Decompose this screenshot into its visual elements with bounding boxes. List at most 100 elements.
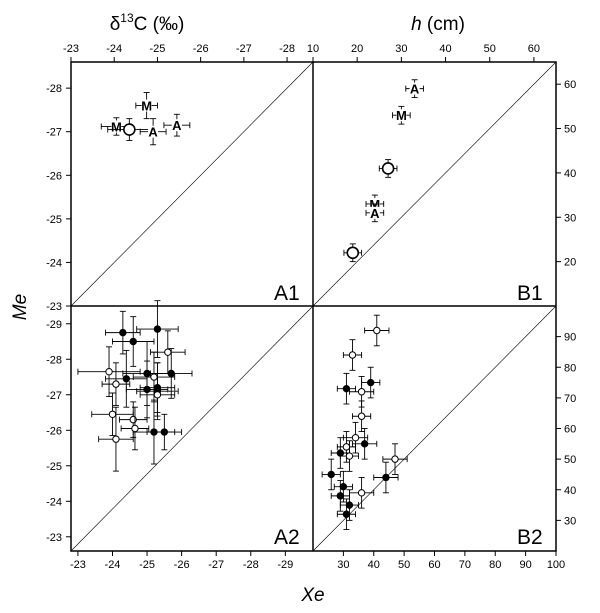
left_lower-tick-label: -29 [46, 319, 62, 331]
right_lower-tick-label: 50 [564, 454, 576, 466]
open-point-a2 [129, 415, 137, 424]
delta-symbol: δ [110, 14, 121, 35]
open-point-a2 [164, 348, 172, 356]
bottom_right-tick-label: 60 [428, 559, 440, 571]
filled-point-b2 [382, 473, 390, 482]
open-point-a2 [112, 435, 120, 443]
bottom_left-tick-label: -29 [277, 559, 293, 571]
marker-bg [148, 125, 159, 138]
left_lower-tick-label: -25 [46, 461, 62, 473]
right_lower-tick-label: 40 [564, 485, 576, 497]
bottom_right-tick-label: 80 [489, 559, 501, 571]
marker-bg [369, 206, 380, 219]
open-point-b2 [391, 455, 399, 463]
filled-point-a2 [122, 375, 131, 383]
bottom_right-tick-label: 70 [459, 559, 471, 571]
top_right-tick-label: 20 [351, 43, 363, 55]
open-point-a2 [153, 391, 162, 399]
diagonal-b2 [312, 305, 557, 552]
top_left-tick-label: -25 [149, 43, 165, 55]
left_lower-tick-label: -23 [46, 532, 62, 544]
right_upper-tick-label: 60 [564, 79, 576, 91]
right_upper-tick-label: 50 [564, 124, 576, 136]
diagonal-b1 [312, 61, 557, 307]
left_upper-tick-label: -23 [46, 301, 62, 313]
top_right-tick-label: 30 [395, 43, 407, 55]
marker-o-b1 [381, 162, 395, 175]
right_upper-tick-label: 40 [564, 168, 576, 180]
left_upper-tick-label: -27 [46, 127, 62, 139]
marker-a-b1: A [370, 206, 380, 221]
open-point-a2 [112, 380, 120, 388]
top_left-tick-label: -26 [193, 43, 209, 55]
panel-label-b2: B2 [517, 526, 543, 549]
filled-point-b2 [342, 510, 351, 518]
marker-m-b1: M [396, 108, 407, 123]
left_upper-tick-label: -25 [46, 214, 62, 226]
marker-o-a1 [123, 123, 136, 136]
right_lower-tick-label: 30 [564, 515, 576, 527]
bottom_left-tick-label: -27 [208, 559, 224, 571]
marker-bg [409, 82, 420, 95]
open-point-a2 [131, 424, 139, 433]
bottom_left-tick-label: -24 [105, 559, 121, 571]
marker-bg [111, 120, 122, 133]
top-left-title-rest: C (‰) [134, 14, 185, 35]
bottom_left-tick-label: -26 [174, 559, 190, 571]
filled-point-b2 [336, 492, 345, 500]
left_upper-tick-label: -26 [46, 170, 62, 182]
axis-ticks: -23 -24 -25 -26 -27 -28 10 20 30 40 50 60 -23 -24 -25 -… [46, 43, 576, 571]
filled-point-b2 [360, 440, 369, 448]
left_upper-tick-label: -28 [46, 83, 62, 95]
top_left-tick-label: -27 [236, 43, 252, 55]
top_left-tick-label: -23 [63, 43, 79, 55]
bottom_right-tick-label: 100 [547, 559, 565, 571]
top-right-title-rest: (cm) [422, 14, 465, 35]
filled-point-b2 [342, 384, 351, 393]
filled-point-a2 [129, 337, 137, 346]
top_right-tick-label: 50 [484, 43, 496, 55]
marker-a-b1: A [410, 82, 420, 97]
open-point-b2 [357, 388, 366, 396]
filled-point-a2 [119, 328, 127, 337]
right_lower-tick-label: 70 [564, 393, 576, 405]
diagonal-a2 [70, 305, 314, 552]
open-point-b2 [342, 443, 351, 451]
marker-bg [396, 109, 407, 122]
marker-bg [171, 119, 182, 132]
right_upper-tick-label: 20 [564, 257, 576, 269]
top_right-tick-label: 10 [307, 43, 319, 55]
open-point-b2 [357, 412, 366, 420]
right_lower-tick-label: 90 [564, 332, 576, 344]
top_right-tick-label: 40 [439, 43, 451, 55]
left_lower-tick-label: -27 [46, 390, 62, 402]
top-left-axis-title: δ13C (‰) [110, 11, 185, 35]
x-axis-title: Xe [300, 585, 324, 606]
filled-point-a2 [143, 385, 151, 394]
left_upper-tick-label: -24 [46, 257, 62, 269]
marker-o-b1 [346, 246, 360, 260]
open-point-b2 [348, 351, 357, 359]
open-point-b2 [345, 452, 354, 460]
y-axis-title: Me [10, 294, 31, 320]
delta-superscript: 13 [120, 11, 134, 25]
left_lower-tick-label: -26 [46, 425, 62, 437]
open-point-a2 [108, 410, 117, 418]
left_lower-tick-label: -28 [46, 354, 62, 366]
open-point-b2 [373, 326, 381, 335]
marker-a-a1: A [172, 118, 182, 133]
marker-m-a1: M [111, 119, 122, 134]
top-right-title-italic: h [411, 14, 422, 35]
bottom_left-tick-label: -28 [243, 559, 259, 571]
panel-label-b1: B1 [517, 282, 543, 305]
open-point-a2 [150, 373, 158, 381]
marker-a-a1: A [148, 125, 158, 140]
open-point-a2 [105, 367, 113, 376]
top_right-tick-label: 60 [528, 43, 540, 55]
bottom_left-tick-label: -25 [139, 559, 155, 571]
right_lower-tick-label: 80 [564, 362, 576, 374]
left_lower-tick-label: -24 [46, 496, 62, 508]
bottom_right-tick-label: 90 [520, 559, 532, 571]
